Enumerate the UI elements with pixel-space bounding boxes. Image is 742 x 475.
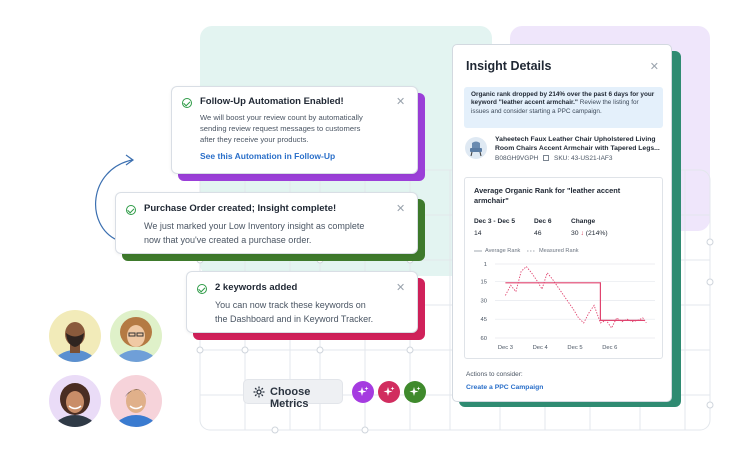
- choose-metrics-button[interactable]: Choose Metrics: [243, 379, 343, 410]
- stat-header: Dec 6: [534, 218, 552, 225]
- actions-label: Actions to consider:: [466, 371, 523, 378]
- toast-body-line: We will boost your review count by autom…: [200, 113, 363, 122]
- x-tick-label: Dec 5: [567, 345, 582, 351]
- stat-change-value: 30 ↓ (214%): [571, 230, 608, 237]
- insight-details-panel: Insight Details ✕ Organic rank dropped b…: [452, 44, 672, 402]
- toast-purchase-order: Purchase Order created; Insight complete…: [115, 192, 418, 254]
- product-sku: SKU: 43-US21-IAF3: [553, 155, 613, 162]
- x-tick-label: Dec 4: [533, 345, 549, 351]
- alert-text: Review the listing for issues and consid…: [471, 99, 639, 115]
- sparkle-button-purple[interactable]: [352, 381, 374, 403]
- toast-title: Purchase Order created; Insight complete…: [144, 203, 337, 214]
- avatar: [49, 310, 101, 362]
- toast-followup-automation: Follow-Up Automation Enabled! ✕ We will …: [171, 86, 418, 174]
- product-thumbnail: [465, 137, 487, 159]
- toast-title: Follow-Up Automation Enabled!: [200, 96, 344, 107]
- arrow-down-icon: ↓: [580, 230, 584, 237]
- create-ppc-campaign-link[interactable]: Create a PPC Campaign: [466, 384, 544, 391]
- toast-body-line: sending review request messages to custo…: [200, 124, 361, 133]
- followup-automation-link[interactable]: See this Automation in Follow-Up: [200, 151, 336, 161]
- sparkle-icon: [357, 386, 369, 396]
- rank-chart: 1 15 30 45 60 Dec 3 Dec 4 Dec 5 Dec 6: [474, 250, 655, 351]
- x-tick-label: Dec 6: [602, 345, 617, 351]
- avatar: [49, 375, 101, 427]
- insight-alert: Organic rank dropped by 214% over the pa…: [464, 87, 663, 128]
- sparkle-button-pink[interactable]: [378, 381, 400, 403]
- product-name: Yaheetech Faux Leather Chair Upholstered…: [495, 136, 660, 152]
- alert-bold-text: Organic rank dropped by 214% over the pa…: [471, 91, 655, 107]
- toast-body-line: You can now track these keywords on: [215, 300, 366, 310]
- toast-body-line: now that you've created a purchase order…: [144, 235, 312, 245]
- check-circle-icon: [182, 98, 192, 108]
- y-tick-label: 15: [481, 280, 487, 286]
- check-circle-icon: [197, 284, 207, 294]
- stat-value: 46: [534, 230, 542, 237]
- toast-body-line: the Dashboard and in Keyword Tracker.: [215, 314, 374, 324]
- gear-icon: [253, 386, 265, 398]
- average-rank-line: [505, 282, 645, 321]
- choose-metrics-label: Choose Metrics: [270, 386, 311, 410]
- y-tick-label: 60: [481, 336, 487, 342]
- product-asin: B08GH9VGPH: [495, 155, 539, 162]
- close-icon[interactable]: ✕: [396, 203, 406, 215]
- sparkle-button-green[interactable]: [404, 381, 426, 403]
- close-icon[interactable]: ✕: [396, 282, 406, 294]
- stat-header: Change: [571, 218, 596, 225]
- y-tick-label: 30: [481, 298, 487, 304]
- x-tick-label: Dec 3: [498, 345, 513, 351]
- avatar: [110, 310, 162, 362]
- legend-average-rank: Average Rank: [485, 248, 521, 254]
- card-title: Average Organic Rank for "leather accent…: [474, 186, 621, 205]
- measured-rank-line: [505, 265, 647, 329]
- check-circle-icon: [126, 205, 136, 215]
- toast-title: 2 keywords added: [215, 282, 298, 293]
- close-icon[interactable]: ✕: [396, 96, 406, 108]
- y-tick-label: 1: [484, 262, 487, 268]
- toast-keywords-added: 2 keywords added ✕ You can now track the…: [186, 271, 418, 333]
- avatar: [110, 375, 162, 427]
- legend-measured-rank: Measured Rank: [539, 248, 579, 254]
- stat-value: 14: [474, 230, 482, 237]
- stat-header: Dec 3 - Dec 5: [474, 218, 516, 225]
- toast-body-line: after they receive your products.: [200, 135, 309, 144]
- close-icon[interactable]: ✕: [649, 61, 659, 73]
- sparkle-icon: [409, 386, 421, 396]
- product-meta: B08GH9VGPH SKU: 43-US21-IAF3: [495, 155, 613, 162]
- toast-body-line: We just marked your Low Inventory insigh…: [144, 221, 365, 231]
- y-tick-label: 45: [481, 317, 487, 323]
- sparkle-icon: [383, 386, 395, 396]
- organic-rank-card: Average Organic Rank for "leather accent…: [464, 177, 663, 359]
- panel-title: Insight Details: [466, 59, 552, 73]
- copy-icon[interactable]: [543, 155, 550, 161]
